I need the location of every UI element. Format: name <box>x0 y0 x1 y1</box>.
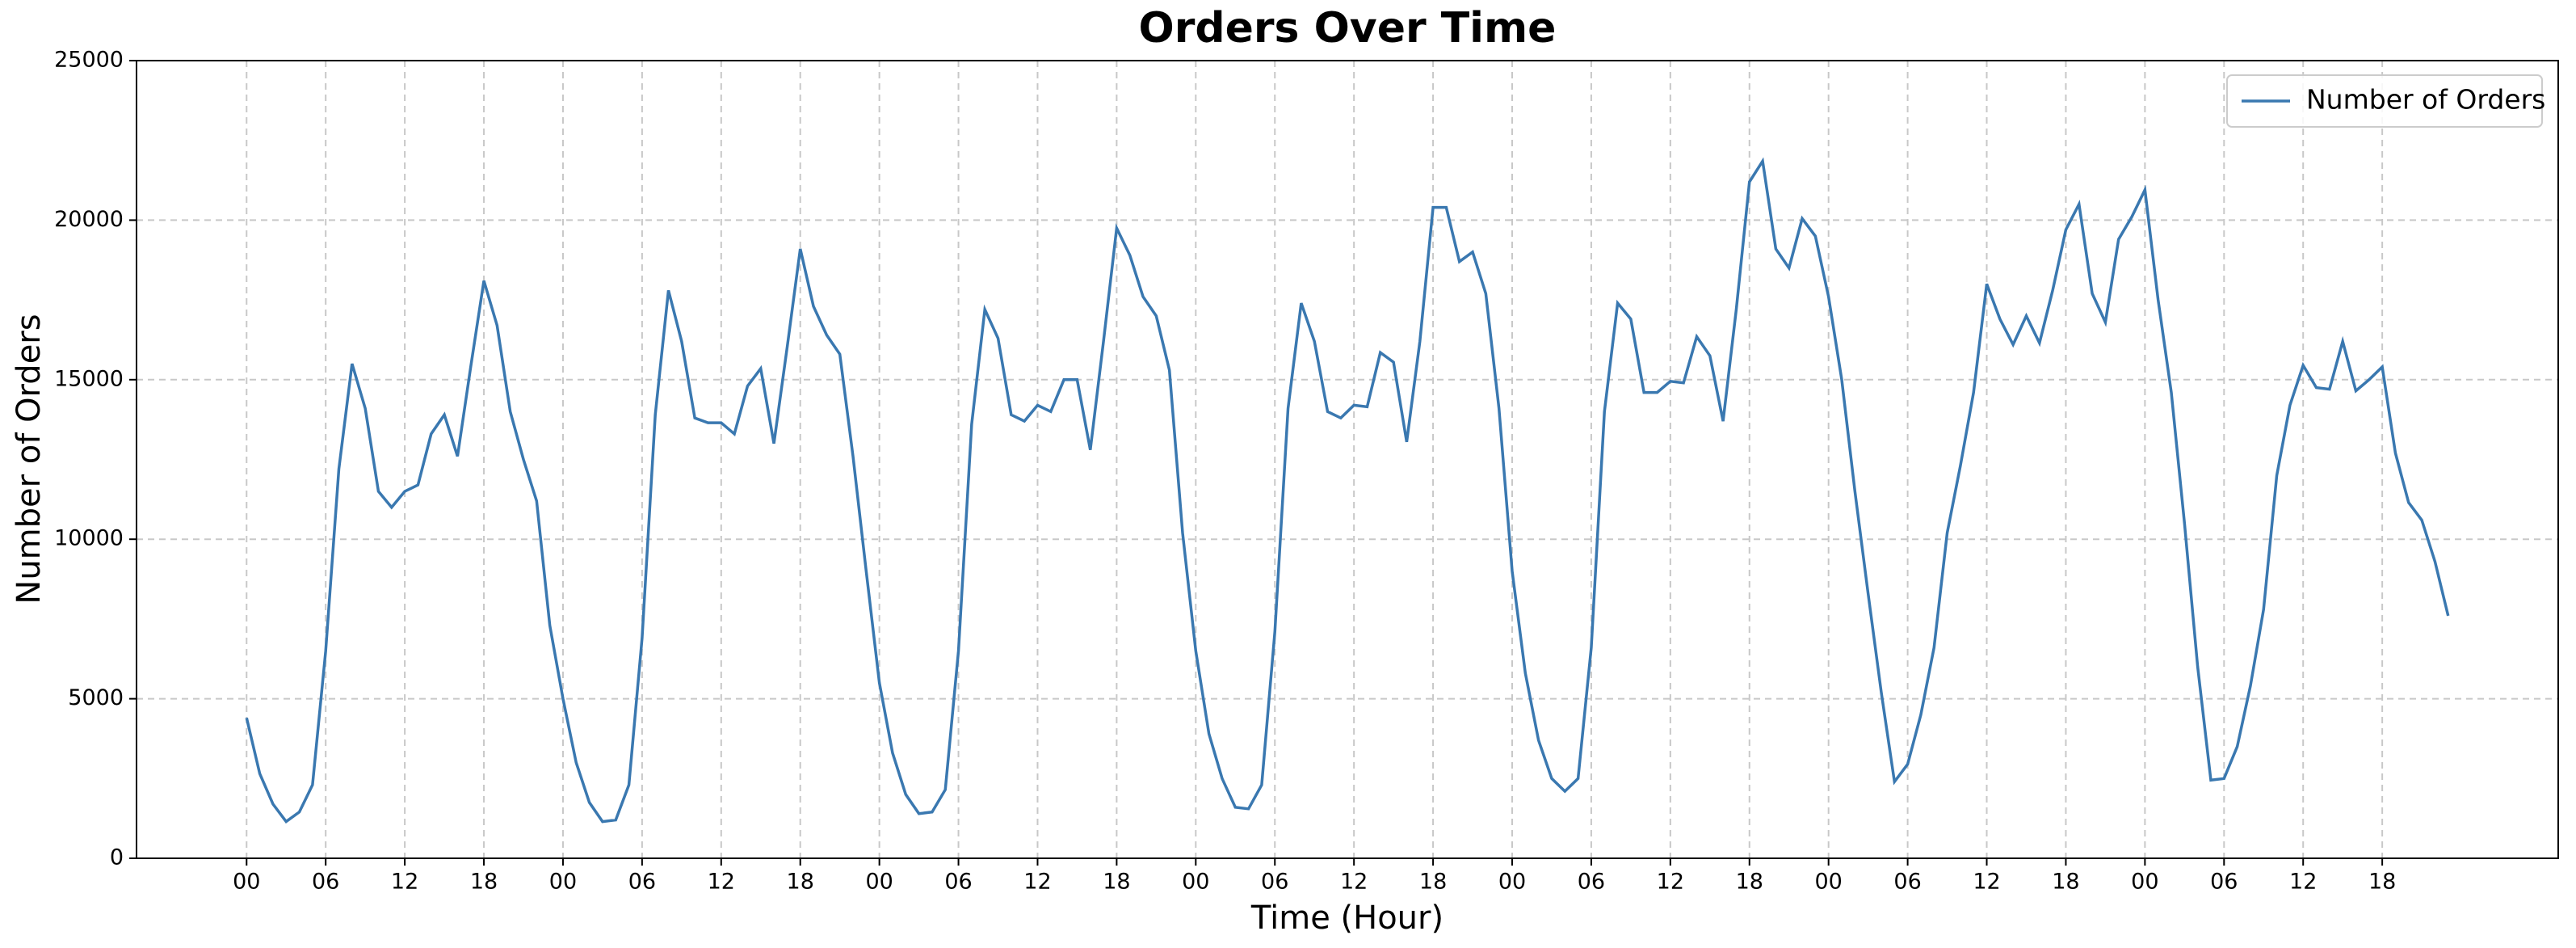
x-tick-label: 18 <box>1103 870 1130 895</box>
x-tick-label: 06 <box>312 870 339 895</box>
x-tick-label: 12 <box>1973 870 2000 895</box>
x-tick-label: 18 <box>787 870 814 895</box>
x-tick-label: 00 <box>865 870 893 895</box>
legend-box <box>2226 74 2543 128</box>
y-tick-label: 0 <box>110 845 124 870</box>
x-tick-label: 06 <box>1578 870 1605 895</box>
x-tick-label: 12 <box>1023 870 1051 895</box>
x-tick-label: 06 <box>944 870 972 895</box>
x-tick-label: 12 <box>1340 870 1368 895</box>
x-tick-label: 06 <box>2210 870 2238 895</box>
y-tick-label: 15000 <box>54 366 124 391</box>
y-tick-label: 20000 <box>54 207 124 232</box>
x-tick-label: 12 <box>2289 870 2317 895</box>
y-tick-label: 5000 <box>68 685 124 710</box>
plot-frame <box>136 60 2559 859</box>
x-tick-label: 06 <box>1893 870 1921 895</box>
x-tick-label: 00 <box>1182 870 1209 895</box>
x-tick-label: 18 <box>1736 870 1763 895</box>
x-tick-label: 12 <box>708 870 735 895</box>
y-tick-label: 10000 <box>54 526 124 551</box>
x-tick-label: 12 <box>391 870 418 895</box>
x-tick-label: 00 <box>549 870 577 895</box>
legend-label: Number of Orders <box>2306 84 2545 116</box>
x-axis-label: Time (Hour) <box>1250 900 1443 937</box>
x-tick-label: 00 <box>2131 870 2158 895</box>
x-tick-label: 00 <box>233 870 260 895</box>
x-tick-label: 18 <box>1419 870 1447 895</box>
x-tick-label: 06 <box>628 870 656 895</box>
x-tick-label: 00 <box>1815 870 1843 895</box>
y-axis-label: Number of Orders <box>11 314 48 604</box>
x-tick-label: 18 <box>2368 870 2396 895</box>
x-tick-label: 00 <box>1498 870 1526 895</box>
line-series <box>245 157 2450 824</box>
x-tick-label: 06 <box>1261 870 1288 895</box>
x-tick-label: 18 <box>470 870 498 895</box>
x-tick-label: 18 <box>2052 870 2079 895</box>
chart-title: Orders Over Time <box>1139 4 1557 53</box>
x-tick-label: 12 <box>1657 870 1684 895</box>
y-tick-label: 25000 <box>54 48 124 73</box>
